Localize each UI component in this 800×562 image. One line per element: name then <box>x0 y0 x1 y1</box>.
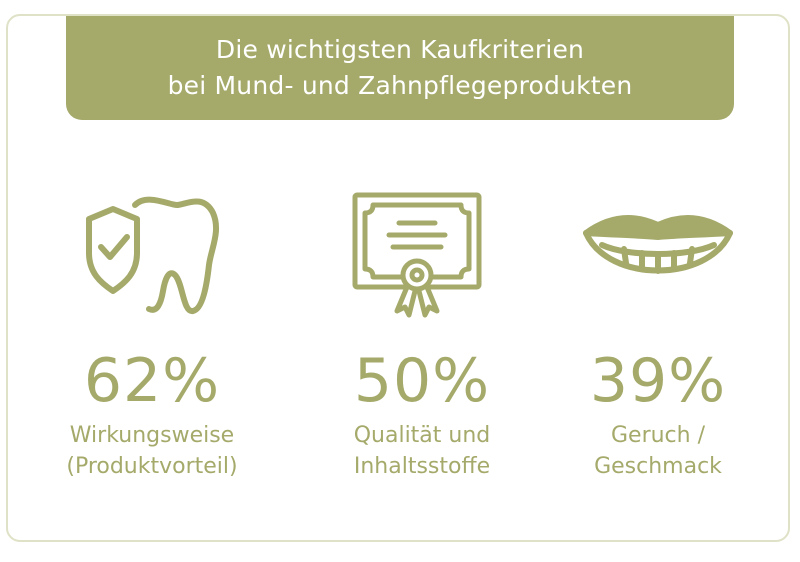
criterion-quality: 50% Qualität und Inhaltsstoffe <box>302 178 542 482</box>
label-line-1: Wirkungsweise <box>69 423 235 448</box>
title-line-2: bei Mund- und Zahnpflegeprodukten <box>167 71 633 100</box>
label-line-1: Qualität und <box>353 423 491 448</box>
percent-value: 39% <box>589 346 727 416</box>
criterion-label: Wirkungsweise (Produktvorteil) <box>66 420 237 482</box>
criterion-effectiveness: 62% Wirkungsweise (Produktvorteil) <box>32 178 272 482</box>
infographic-card <box>6 14 790 542</box>
label-line-1: Geruch / <box>610 423 705 448</box>
title-line-1: Die wichtigsten Kaufkriterien <box>215 35 585 64</box>
label-line-2: Geschmack <box>594 454 722 479</box>
label-line-2: (Produktvorteil) <box>66 454 238 479</box>
title-banner: Die wichtigsten Kaufkriterien bei Mund- … <box>66 16 734 120</box>
smile-teeth-icon <box>578 178 738 328</box>
label-line-2: Inhaltsstoffe <box>353 454 491 479</box>
criterion-smell-taste: 39% Geruch / Geschmack <box>538 178 778 482</box>
percent-value: 50% <box>353 346 491 416</box>
percent-value: 62% <box>83 346 221 416</box>
criterion-label: Geruch / Geschmack <box>594 420 722 482</box>
tooth-shield-check-icon <box>72 178 232 328</box>
criterion-label: Qualität und Inhaltsstoffe <box>354 420 491 482</box>
certificate-icon <box>342 178 502 328</box>
